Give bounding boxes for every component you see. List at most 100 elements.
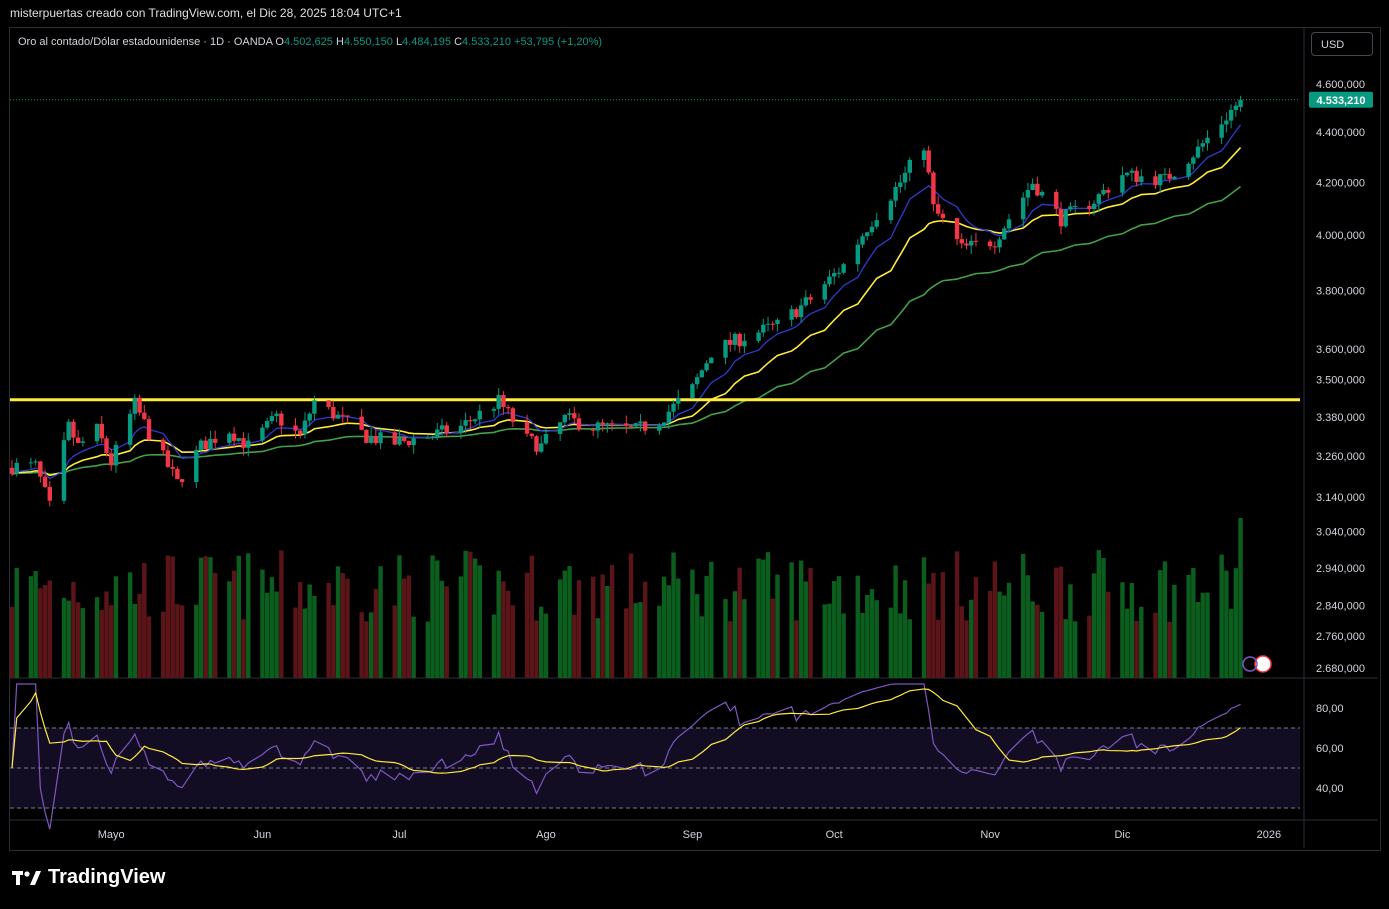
candle-body [992,246,998,248]
volume-bar [1096,550,1101,678]
candle-body [75,437,81,443]
candle-body [326,400,331,407]
volume-bar [137,593,142,678]
volume-bar [841,613,846,678]
volume-bar [1039,611,1045,678]
volume-bar [127,572,133,678]
candle-body [468,420,473,422]
volume-bar [165,555,171,678]
volume-bar [628,553,634,678]
price-tick-label: 3.380,000 [1316,412,1365,424]
high-value: 4.550,150 [343,36,393,48]
volume-bar [279,550,284,678]
currency-button[interactable]: USD [1311,32,1373,56]
volume-bar [198,557,204,678]
candle-body [642,421,648,431]
volume-bar [75,602,81,678]
volume-bar [789,562,794,678]
volume-bar [827,603,832,678]
volume-bar [869,589,875,678]
price-tick-label: 2.680,000 [1316,663,1365,675]
volume-bar [524,572,530,678]
candle-body [61,440,67,501]
volume-bar [1134,621,1139,678]
volume-bar [269,577,275,678]
candle-body [179,479,185,483]
candle-body [246,440,251,448]
volume-bar [373,589,379,678]
volume-bar [765,552,771,678]
event-marker-icon [1242,656,1258,672]
volume-bar [756,558,761,678]
volume-bar [411,616,416,678]
volume-bar [987,590,993,678]
volume-bar [468,551,473,678]
candle-body [1162,173,1168,175]
candle-body [302,420,308,435]
volume-bar [642,581,648,678]
candle-body [562,414,568,423]
volume-bar [501,581,506,678]
low-label: L [395,36,403,48]
candle-body [940,213,946,219]
candle-body [269,416,275,422]
volume-bar [1153,612,1158,678]
volume-bar [761,559,766,678]
volume-bar [208,557,213,678]
volume-bar [80,608,86,678]
candle-body [1106,190,1111,193]
candle-body [827,276,832,285]
volume-bar [770,598,775,678]
volume-bar [704,575,709,678]
price-tick-label: 4.000,000 [1316,230,1365,242]
candle-body [1233,105,1239,110]
rsi-tick-label: 80,00 [1316,703,1344,715]
candle-body [307,413,312,421]
candle-body [732,333,738,345]
candle-body [921,150,927,160]
volume-bar [392,605,397,678]
volume-bar [543,613,549,678]
volume-bar [231,570,237,678]
candle-body [794,309,799,318]
candle-body [458,425,464,434]
candle-body [444,425,449,434]
candle-body [935,204,941,214]
candle-body [1167,173,1172,179]
candle-body [94,423,100,442]
volume-bar [666,585,672,678]
volume-bar [1195,602,1201,678]
volume-bar [132,603,138,678]
candle-body [1238,99,1243,108]
candle-body [161,439,166,451]
candle-body [1219,124,1224,138]
volume-bar [529,555,534,678]
volume-bar [1191,567,1196,678]
volume-bar [935,619,941,678]
candle-body [855,244,861,265]
volume-bar [1106,591,1111,678]
volume-bar [907,619,912,678]
volume-bar [926,583,931,678]
volume-bar [264,592,270,678]
rsi-ma-line [11,688,1241,774]
volume-bar [1124,608,1130,678]
volume-bar [742,599,747,678]
volume-bar [567,566,572,678]
tradingview-logo-icon [12,870,41,885]
candle-body [798,305,804,318]
rsi-tick-label: 40,00 [1316,783,1344,795]
candle-body [1158,174,1163,186]
volume-bar [822,604,827,678]
time-axis-label: Jul [392,829,406,841]
candle-body [113,444,119,466]
volume-bar [274,591,279,678]
candle-body [212,438,218,443]
volume-bar [113,576,119,678]
volume-bar [624,608,629,678]
volume-bar [33,571,38,678]
candle-body [264,421,270,428]
volume-bar [609,565,615,678]
low-value: 4.484,195 [402,36,451,48]
